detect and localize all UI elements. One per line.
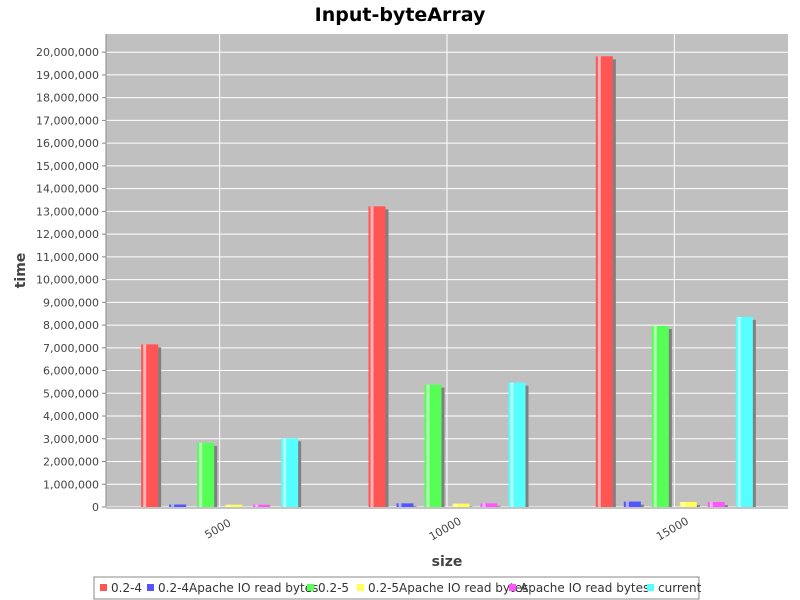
bar-highlight: [737, 316, 741, 507]
y-tick-label: 6,000,000: [43, 365, 99, 378]
bars: [141, 56, 756, 507]
legend-swatch: [509, 584, 516, 591]
y-tick-label: 0: [92, 501, 99, 514]
bar-highlight: [625, 501, 629, 507]
y-tick-label: 20,000,000: [36, 46, 99, 59]
bar: [452, 503, 470, 507]
bar: [623, 501, 641, 507]
legend-swatch: [307, 584, 314, 591]
bar-highlight: [283, 438, 287, 507]
bar-highlight: [171, 504, 175, 507]
legend: [93, 576, 700, 600]
y-tick-label: 19,000,000: [36, 69, 99, 82]
y-tick-label: 13,000,000: [36, 205, 99, 218]
y-tick-label: 18,000,000: [36, 92, 99, 105]
y-tick-label: 10,000,000: [36, 274, 99, 287]
bar: [480, 503, 498, 507]
bar: [679, 501, 697, 507]
bar: [169, 504, 187, 507]
bar-highlight: [370, 206, 374, 507]
bar-highlight: [426, 384, 430, 507]
y-tick-label: 8,000,000: [43, 319, 99, 332]
bar-highlight: [454, 503, 458, 507]
bar-highlight: [143, 344, 147, 507]
y-tick-label: 4,000,000: [43, 410, 99, 423]
bar-highlight: [681, 501, 685, 507]
legend-swatch: [100, 584, 107, 591]
gridlines: [106, 34, 788, 508]
y-tick-label: 12,000,000: [36, 228, 99, 241]
y-axis-label: time: [13, 253, 29, 289]
bar-highlight: [255, 504, 259, 507]
legend-swatch: [647, 584, 654, 591]
bar-highlight: [199, 442, 203, 507]
legend-label: 0.2-4Apache IO read bytes: [158, 581, 318, 595]
bar: [707, 501, 725, 507]
y-tick-label: 2,000,000: [43, 456, 99, 469]
legend-label: 0.2-5: [318, 581, 349, 595]
y-tick-labels: 0 1,000,000 2,000,000 3,000,000 4,000,000 5,0…: [36, 46, 106, 514]
legend-swatch: [147, 584, 154, 591]
bar: [253, 504, 271, 507]
y-tick-label: 9,000,000: [43, 296, 99, 309]
axes: [105, 34, 788, 509]
y-tick-label: 7,000,000: [43, 342, 99, 355]
legend-label: 0.2-5Apache IO read bytes: [368, 581, 528, 595]
y-tick-label: 3,000,000: [43, 433, 99, 446]
bar-highlight: [398, 503, 402, 507]
bar-highlight: [597, 56, 601, 507]
bar: [225, 504, 243, 507]
legend-items: 0.2-4 0.2-4Apache IO read bytes 0.2-5 0.2-5…: [100, 581, 702, 595]
y-tick-label: 17,000,000: [36, 114, 99, 127]
x-axis-label: size: [432, 554, 463, 570]
y-tick-label: 16,000,000: [36, 137, 99, 150]
bar-highlight: [482, 503, 486, 507]
legend-label: Apache IO read bytes: [520, 581, 649, 595]
legend-swatch: [357, 584, 364, 591]
y-tick-label: 1,000,000: [43, 478, 99, 491]
y-tick-label: 14,000,000: [36, 183, 99, 196]
legend-label: 0.2-4: [111, 581, 142, 595]
bar-highlight: [227, 504, 231, 507]
y-tick-label: 15,000,000: [36, 160, 99, 173]
bar-highlight: [510, 382, 514, 507]
legend-label: current: [658, 581, 702, 595]
y-tick-label: 11,000,000: [36, 251, 99, 264]
y-tick-label: 5,000,000: [43, 387, 99, 400]
bar-highlight: [709, 501, 713, 507]
bar: [396, 503, 414, 507]
bar-highlight: [653, 325, 657, 507]
chart-title: Input-byteArray: [315, 4, 486, 26]
